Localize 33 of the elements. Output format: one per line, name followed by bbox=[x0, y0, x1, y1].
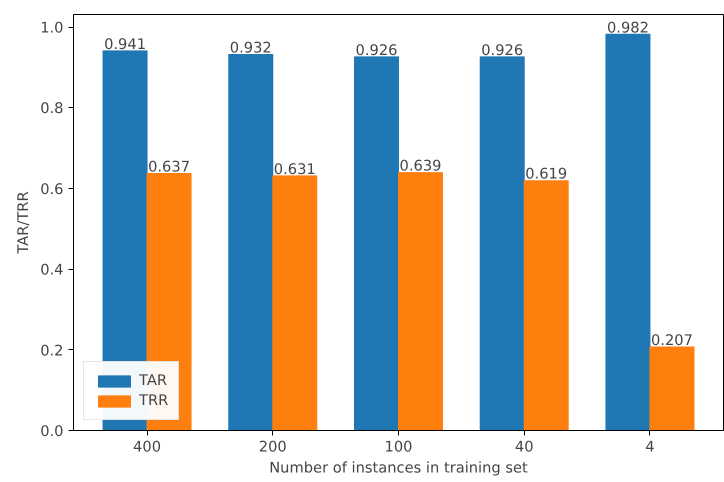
data-label: 0.637 bbox=[148, 158, 190, 176]
y-tick-label: 1.0 bbox=[40, 20, 64, 37]
data-label: 0.207 bbox=[650, 332, 693, 349]
bar bbox=[398, 172, 444, 430]
data-label: 0.631 bbox=[274, 160, 316, 178]
y-tick-label: 0.4 bbox=[40, 262, 64, 279]
data-label: 0.932 bbox=[230, 39, 272, 56]
x-tick-label: 100 bbox=[384, 438, 412, 456]
bar bbox=[272, 175, 318, 430]
bar bbox=[480, 56, 525, 430]
data-label: 0.639 bbox=[400, 158, 442, 175]
y-tick-label: 0.8 bbox=[40, 100, 64, 118]
bar bbox=[524, 180, 569, 430]
x-axis-title: Number of instances in training set bbox=[269, 460, 528, 476]
y-tick-label: 0.6 bbox=[40, 180, 64, 198]
x-tick-label: 200 bbox=[258, 438, 287, 456]
bar bbox=[354, 56, 399, 430]
y-axis-title: TAR/TRR bbox=[15, 191, 32, 255]
data-label: 0.926 bbox=[356, 42, 398, 59]
bar bbox=[605, 34, 650, 430]
x-tick-label: 4 bbox=[645, 438, 655, 456]
x-tick-label: 40 bbox=[514, 438, 534, 456]
data-label: 0.926 bbox=[481, 42, 524, 59]
bar bbox=[228, 54, 274, 430]
data-label: 0.619 bbox=[525, 166, 568, 183]
bar bbox=[649, 346, 694, 430]
y-tick-label: 0.0 bbox=[40, 423, 64, 440]
data-label: 0.941 bbox=[104, 36, 146, 53]
legend-label: TRR bbox=[139, 392, 168, 409]
x-tick-label: 400 bbox=[133, 438, 162, 456]
data-label: 0.982 bbox=[606, 19, 649, 36]
legend-label: TAR bbox=[139, 372, 168, 389]
y-tick-label: 0.2 bbox=[40, 342, 64, 360]
